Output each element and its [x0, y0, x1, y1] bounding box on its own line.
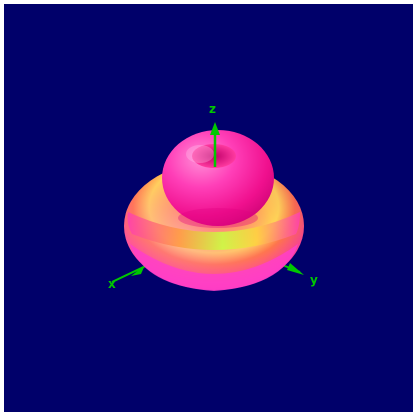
orbital-scene: x y z: [4, 4, 413, 412]
x-axis-label: x: [108, 277, 116, 291]
z-axis-label: z: [209, 102, 216, 116]
3d-viewport[interactable]: x y z: [4, 4, 413, 412]
y-axis-label: y: [310, 273, 318, 287]
